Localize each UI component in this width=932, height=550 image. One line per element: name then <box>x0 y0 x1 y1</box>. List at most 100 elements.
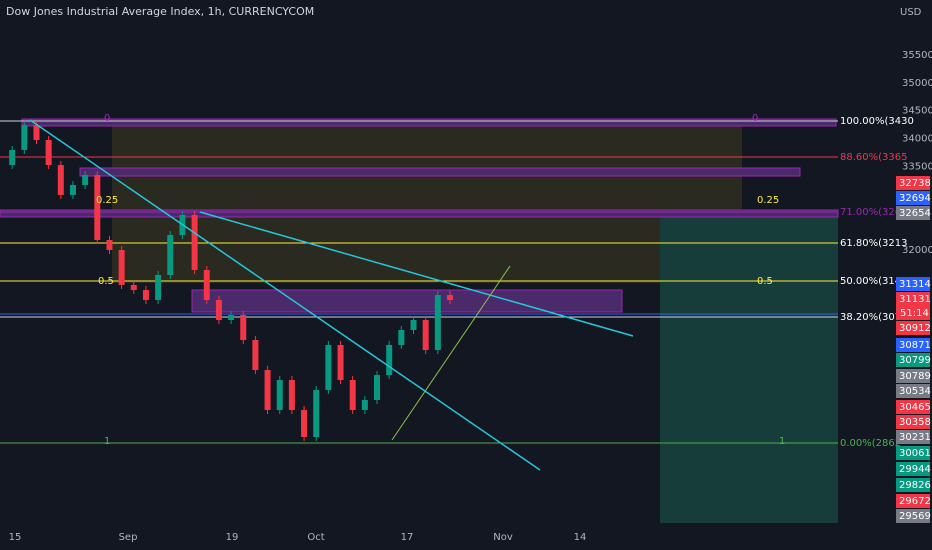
countdown-tag <box>896 306 930 320</box>
candle-body <box>422 320 429 350</box>
price-tag <box>896 369 930 383</box>
price-tag-label: 29672 <box>899 496 931 507</box>
candle-body <box>447 295 453 301</box>
candle-body <box>398 329 405 345</box>
price-tag <box>896 384 930 398</box>
trend-line <box>199 211 634 337</box>
y-tick-label: 34000 <box>902 134 932 145</box>
x-tick-label: Oct <box>307 532 324 543</box>
candle-body <box>337 344 344 381</box>
candle-body <box>191 214 198 270</box>
price-tag-label: 32694 <box>899 193 931 204</box>
fib-label: 88.60%(3365 <box>840 152 907 163</box>
candle-body <box>57 165 64 195</box>
fib-lines <box>0 120 838 444</box>
price-tag-label: 30465 <box>899 402 931 413</box>
candle-body <box>240 315 247 341</box>
price-tag-label: 31314 <box>899 279 931 290</box>
price-tag <box>896 509 930 523</box>
candle-body <box>276 380 283 410</box>
price-tag <box>896 292 930 306</box>
price-tag <box>896 430 930 444</box>
price-tag <box>896 191 930 205</box>
x-tick-label: Nov <box>493 532 513 543</box>
price-tag-label: 32738 <box>899 178 931 189</box>
zone-box <box>21 118 837 127</box>
candle-body <box>301 409 308 438</box>
price-tag-label: 30061 <box>899 448 931 459</box>
x-tick-label: 19 <box>226 532 239 543</box>
candle-body <box>130 284 137 290</box>
fib-label: 71.00%(3265 <box>840 207 907 218</box>
candle-body <box>155 275 162 301</box>
price-tag <box>896 277 930 291</box>
x-tick-label: 15 <box>9 532 22 543</box>
fib-label: 38.20%(3079 <box>840 312 907 323</box>
candle-body <box>215 300 222 321</box>
zone-box <box>0 209 839 218</box>
candle-body <box>386 344 393 376</box>
x-tick-label: 14 <box>574 532 587 543</box>
level-label: 0 <box>752 113 758 124</box>
price-tag-label: 29944 <box>899 464 931 475</box>
trend-line <box>29 119 541 471</box>
candles <box>9 121 453 442</box>
level-label: 0.5 <box>757 276 773 287</box>
level-label: 0.5 <box>98 276 114 287</box>
price-tag <box>896 415 930 429</box>
countdown: 51:14 <box>900 308 929 319</box>
price-tag <box>896 353 930 367</box>
price-tag-label: 31131 <box>899 294 931 305</box>
price-tag-label: 30358 <box>899 417 931 428</box>
candle-body <box>228 315 235 321</box>
y-tick-label: 35000 <box>902 78 932 89</box>
fib-label: 0.00%(2862 <box>840 438 901 449</box>
candle-body <box>434 295 441 350</box>
zone-box <box>191 289 623 313</box>
candle-body <box>264 369 271 410</box>
price-tag <box>896 494 930 508</box>
candle-body <box>313 389 320 438</box>
trade-zone <box>660 210 838 523</box>
candle-body <box>94 174 101 241</box>
fib-label: 100.00%(3430 <box>840 116 914 127</box>
candle-body <box>252 340 259 370</box>
price-tag-label: 30789 <box>899 371 931 382</box>
axis: 100.00%(3430 88.60%(3365 71.00%(3265 61.80%… <box>9 50 932 543</box>
currency: USD <box>900 7 922 18</box>
candle-body <box>361 400 368 410</box>
candle-body <box>45 140 52 166</box>
price-tag <box>896 478 930 492</box>
candle-body <box>106 240 113 250</box>
price-tag-label: 30871 <box>899 340 931 351</box>
level-label: 0.25 <box>96 195 118 206</box>
candle-body <box>9 149 16 166</box>
price-tag <box>896 206 930 220</box>
candle-body <box>142 289 149 301</box>
level-label: 1 <box>779 436 785 447</box>
price-tag-label: 30231 <box>899 432 931 443</box>
candle-body <box>82 174 89 186</box>
candle-body <box>410 320 417 330</box>
candle-body <box>21 125 28 150</box>
x-tick-label: Sep <box>119 532 138 543</box>
price-tag-label: 30534 <box>899 386 931 397</box>
price-tag <box>896 176 930 190</box>
trend-line <box>391 265 511 441</box>
y-tick-label: 33500 <box>902 161 932 172</box>
y-tick-label: 34500 <box>902 106 932 117</box>
level-label: 1 <box>104 436 110 447</box>
fib-zone <box>112 121 742 283</box>
y-tick-label: 35500 <box>902 50 932 61</box>
price-tag-label: 29569 <box>899 511 931 522</box>
candle-body <box>374 375 381 401</box>
level-label: 0.25 <box>757 195 779 206</box>
candle-body <box>33 125 40 141</box>
x-tick-label: 17 <box>401 532 414 543</box>
price-tag <box>896 321 930 335</box>
candle-body <box>118 249 125 285</box>
candle-body <box>349 380 356 410</box>
price-tag-label: 30799 <box>899 355 931 366</box>
